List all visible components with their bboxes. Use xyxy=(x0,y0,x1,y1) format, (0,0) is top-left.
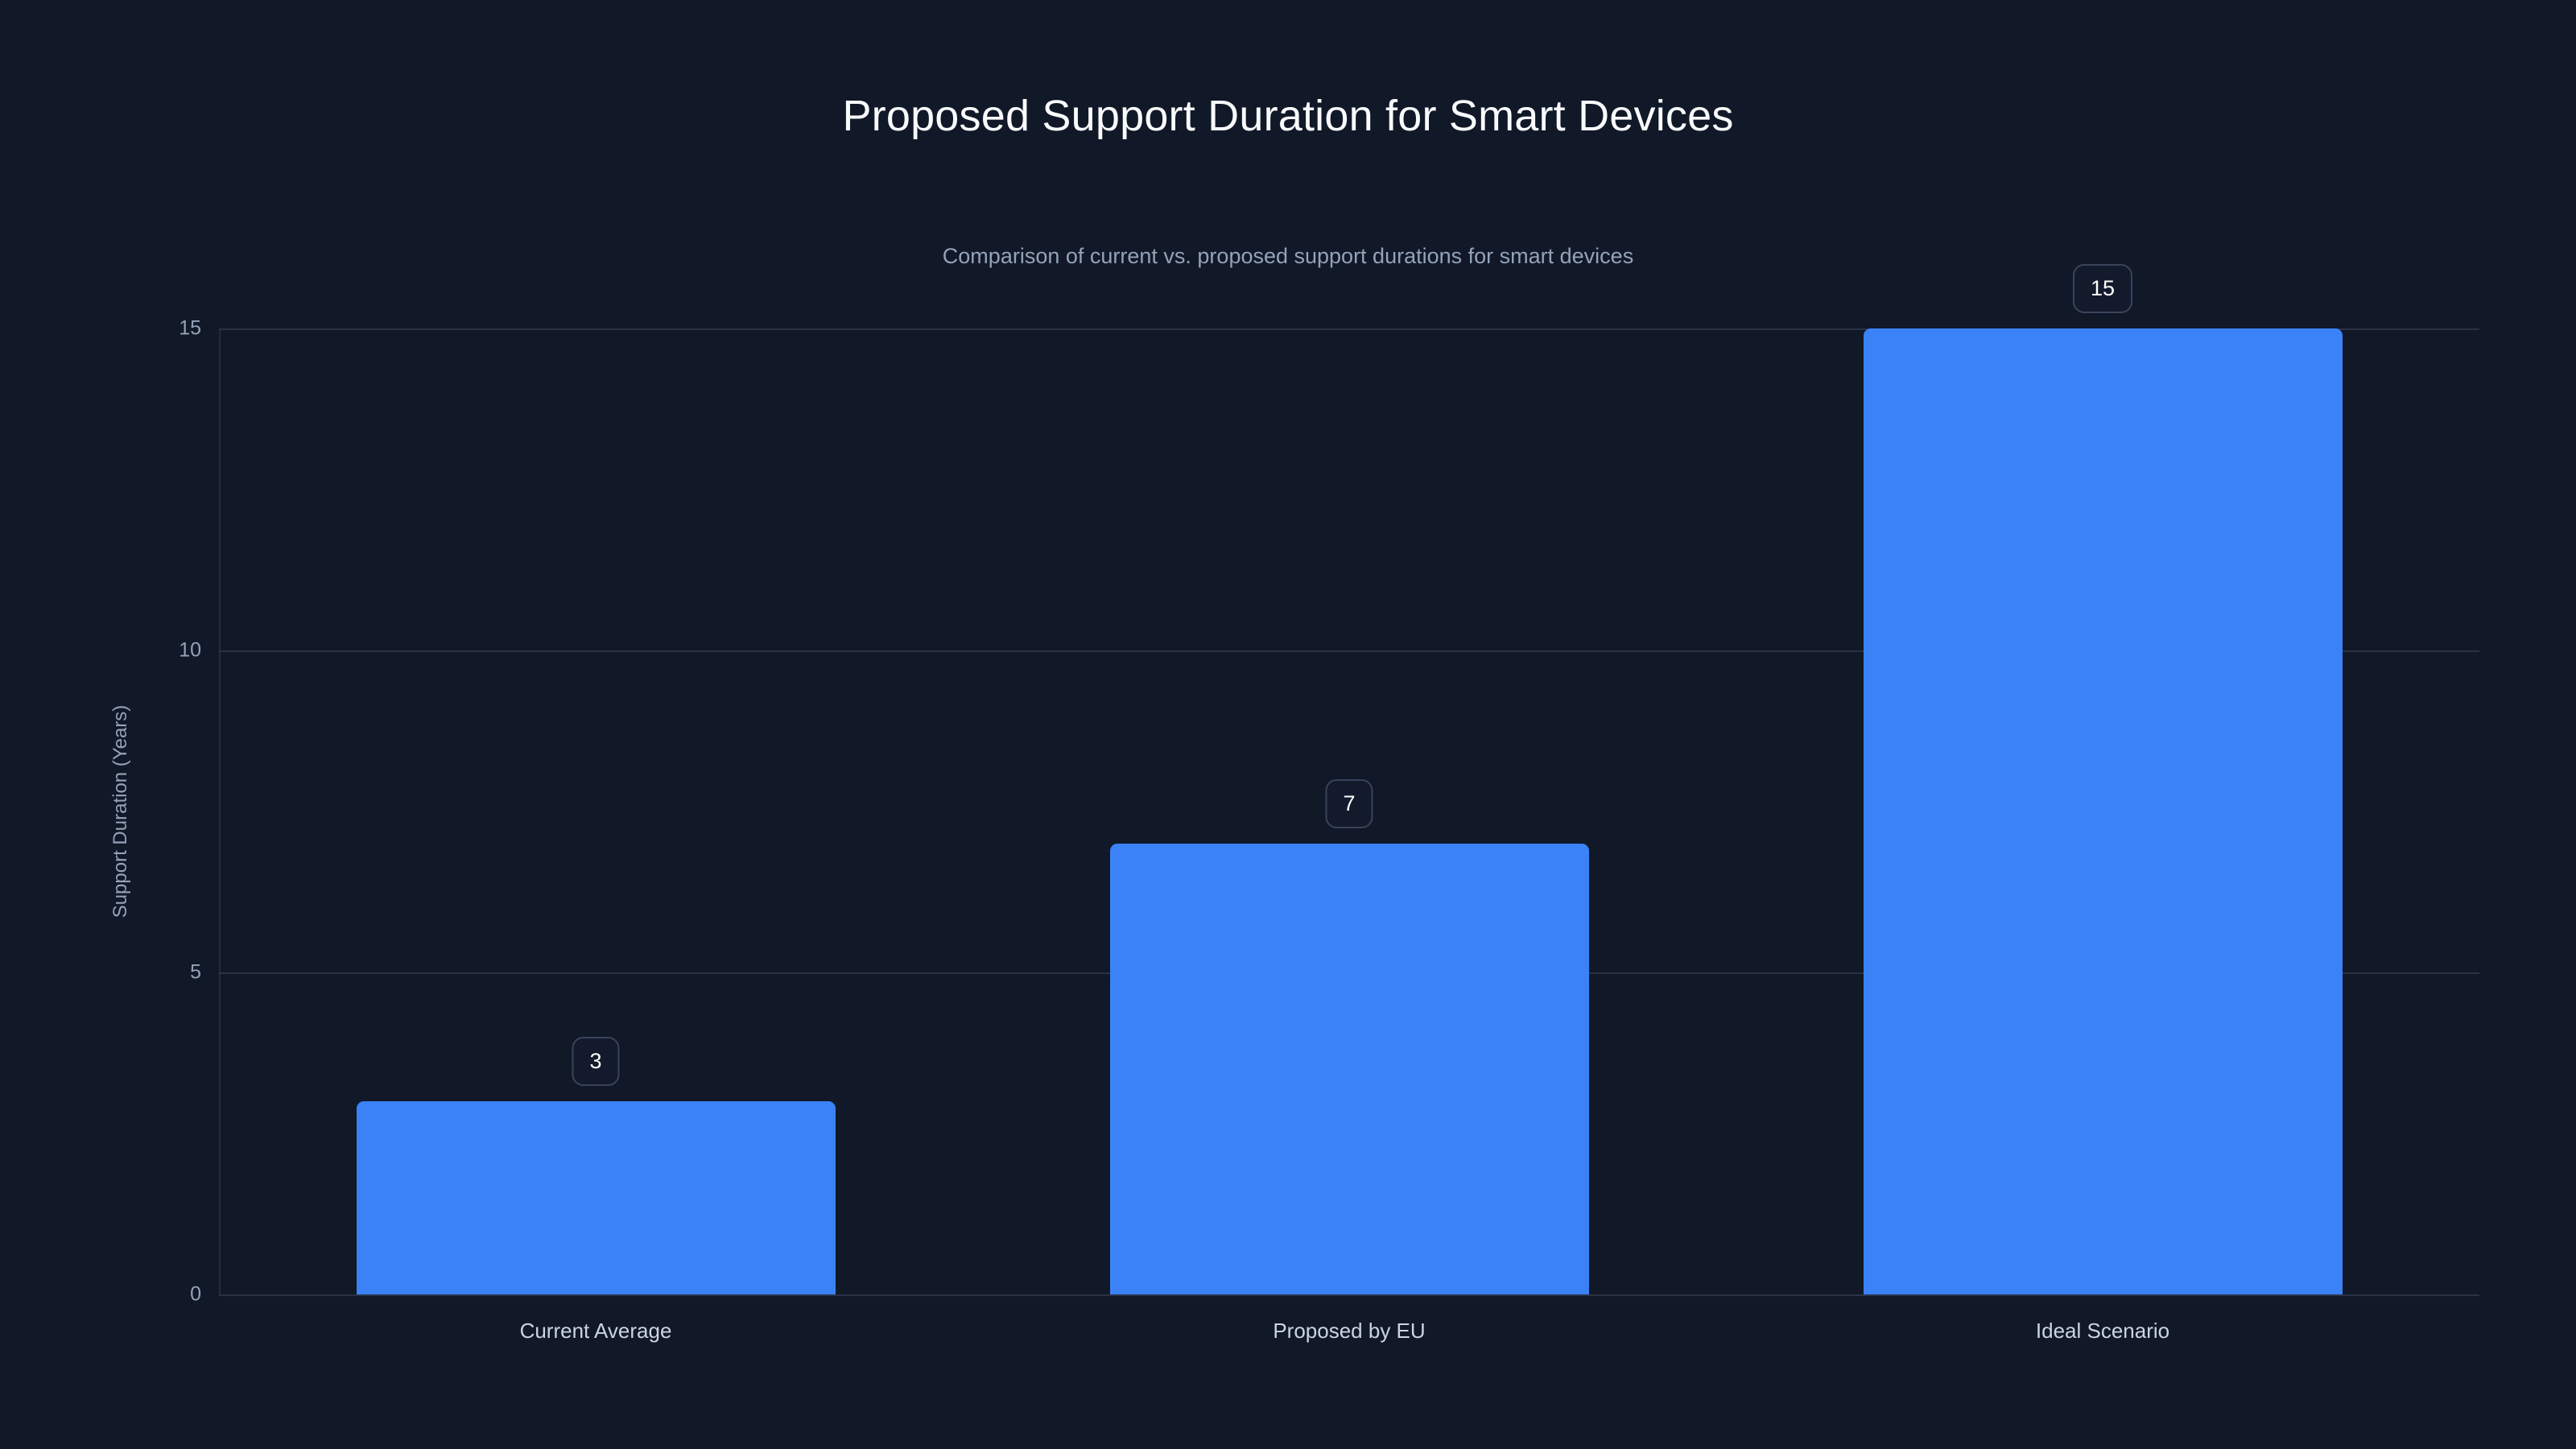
bar[interactable] xyxy=(1109,844,1589,1294)
x-axis-category-label: Current Average xyxy=(519,1319,672,1343)
x-axis-category-label: Proposed by EU xyxy=(1273,1319,1426,1343)
bar-value-badge: 7 xyxy=(1325,779,1373,828)
y-axis-tick-label: 15 xyxy=(179,316,201,340)
y-axis-tick-label: 0 xyxy=(190,1282,201,1306)
plot-area xyxy=(219,328,2479,1296)
bar-value-badge: 3 xyxy=(572,1037,620,1086)
y-axis-line xyxy=(219,328,221,1296)
y-axis-tick-label: 5 xyxy=(190,960,201,984)
gridline xyxy=(219,1294,2479,1296)
y-axis-tick-labels: 0 5 10 15 xyxy=(105,318,201,1304)
bar[interactable] xyxy=(1863,328,2343,1294)
y-axis-tick-label: 10 xyxy=(179,638,201,662)
gridline xyxy=(219,650,2479,652)
bar-value-badge: 15 xyxy=(2072,264,2133,313)
chart-subtitle: Comparison of current vs. proposed suppo… xyxy=(942,244,1634,268)
gridline xyxy=(219,328,2479,330)
chart-title: Proposed Support Duration for Smart Devi… xyxy=(842,92,1734,140)
x-axis-category-label: Ideal Scenario xyxy=(2035,1319,2170,1343)
bar[interactable] xyxy=(356,1101,836,1294)
